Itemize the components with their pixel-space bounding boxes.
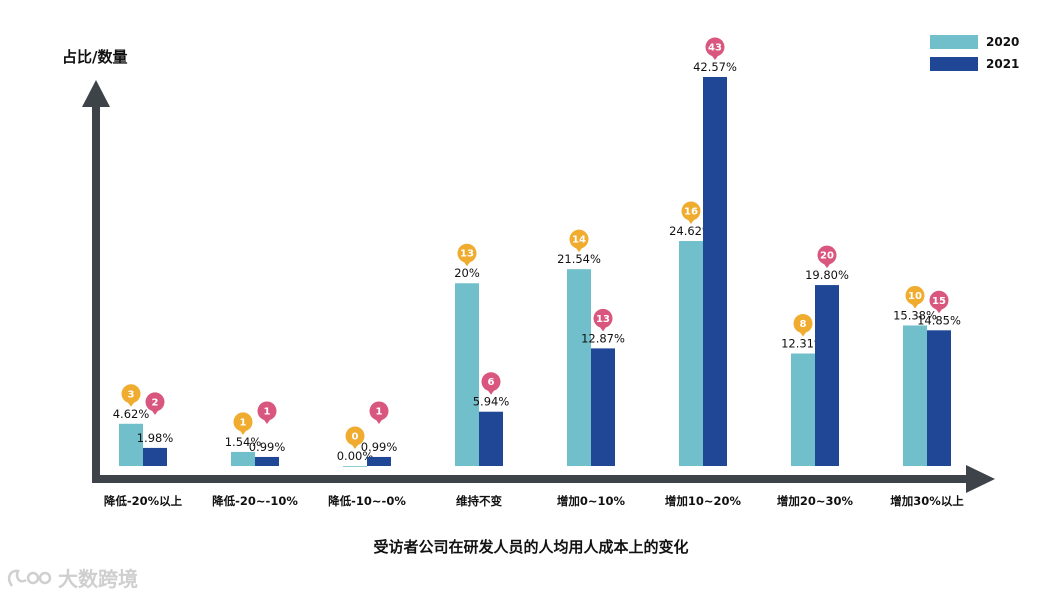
category-label: 增加20~30% — [777, 494, 854, 508]
category-label: 增加0~10% — [557, 494, 626, 508]
count-pin: 3 — [121, 384, 141, 407]
count-label: 3 — [128, 389, 135, 400]
count-pin: 13 — [593, 308, 613, 332]
data-label: 42.57% — [693, 60, 737, 74]
count-label: 6 — [488, 377, 495, 388]
count-label: 2 — [152, 397, 159, 408]
count-label: 43 — [708, 43, 722, 54]
count-pin: 6 — [481, 372, 501, 395]
category-label: 降低-10~-0% — [328, 494, 406, 508]
count-label: 10 — [908, 291, 922, 302]
bar-2021 — [479, 411, 503, 466]
bar-2021 — [927, 330, 951, 466]
bar-2021 — [143, 447, 167, 466]
chart-title: 受访者公司在研发人员的人均用人成本上的变化 — [373, 538, 688, 556]
data-label: 0.99% — [361, 440, 398, 454]
y-axis-arrow — [82, 80, 110, 107]
data-label: 21.54% — [557, 252, 601, 266]
count-pin: 0 — [345, 426, 365, 449]
count-label: 1 — [240, 417, 247, 428]
count-label: 15 — [932, 296, 946, 307]
data-label: 1.98% — [137, 431, 174, 445]
data-label: 24.62% — [669, 224, 713, 238]
data-label: 4.62% — [113, 407, 150, 421]
bar-2020 — [567, 269, 591, 466]
count-pin: 14 — [569, 229, 589, 253]
data-label: 15.38% — [893, 308, 937, 322]
y-axis-label: 占比/数量 — [62, 48, 127, 66]
bar-2020 — [231, 451, 255, 466]
data-label: 0.99% — [249, 440, 286, 454]
count-label: 1 — [376, 406, 383, 417]
bar-2020 — [455, 283, 479, 466]
count-label: 13 — [596, 314, 610, 325]
count-label: 1 — [264, 406, 271, 417]
bar-2020 — [343, 466, 367, 467]
count-pin: 8 — [793, 314, 813, 337]
category-labels: 降低-20%以上 降低-20~-10% 降低-10~-0% 维持不变 增加0~10% 增加… — [104, 494, 964, 508]
category-label: 降低-20~-10% — [212, 494, 298, 508]
count-label: 0 — [352, 432, 359, 443]
bar-2021 — [703, 77, 727, 466]
count-label: 13 — [460, 249, 474, 260]
data-label: 14.85% — [917, 313, 961, 327]
bar-2020 — [903, 325, 927, 466]
data-label: 5.94% — [473, 395, 510, 409]
data-label: 1.54% — [225, 435, 262, 449]
count-pin: 10 — [905, 285, 925, 309]
count-pin: 20 — [817, 245, 837, 269]
count-pin: 15 — [929, 290, 949, 314]
category-label: 降低-20%以上 — [104, 494, 183, 508]
count-pin: 1 — [369, 401, 389, 424]
watermark-logo-icon — [7, 569, 52, 587]
data-label: 19.80% — [805, 268, 849, 282]
y-axis-line — [92, 103, 100, 483]
legend-label-2020: 2020 — [986, 35, 1019, 49]
category-label: 增加10~20% — [665, 494, 742, 508]
legend-label-2021: 2021 — [986, 57, 1019, 71]
bar-2020 — [119, 423, 143, 466]
y-axis — [82, 80, 110, 483]
count-pin: 1 — [233, 412, 253, 435]
watermark-text: 大数跨境 — [58, 567, 138, 591]
legend-swatch-2021 — [930, 57, 978, 71]
bar-2021 — [815, 285, 839, 466]
x-axis-arrow — [966, 465, 995, 493]
bar-2021 — [255, 456, 279, 466]
count-pin: 2 — [145, 392, 165, 415]
data-label: 12.87% — [581, 331, 625, 345]
count-pin: 16 — [681, 201, 701, 225]
count-label: 20 — [820, 251, 834, 262]
data-label: 0.00% — [337, 449, 374, 463]
count-pin: 13 — [457, 243, 477, 267]
x-axis-line — [92, 475, 972, 483]
x-axis — [92, 465, 995, 493]
bar-2021 — [367, 456, 391, 466]
bar-2020 — [791, 353, 815, 466]
bar-2020 — [679, 241, 703, 466]
category-label: 增加30%以上 — [890, 494, 964, 508]
count-label: 8 — [800, 319, 807, 330]
data-label: 20% — [454, 266, 480, 280]
watermark: 大数跨境 — [7, 567, 138, 591]
count-pin: 43 — [705, 37, 725, 60]
legend-swatch-2020 — [930, 35, 978, 49]
count-label: 14 — [572, 235, 586, 246]
count-label: 16 — [684, 207, 698, 218]
bars-group: 4.62%31.98%21.54%10.99%10.00%00.99%120%1… — [113, 37, 961, 467]
category-label: 维持不变 — [456, 494, 502, 508]
data-label: 12.31% — [781, 337, 825, 351]
count-pin: 1 — [257, 401, 277, 424]
bar-2021 — [591, 348, 615, 466]
legend: 2020 2021 — [930, 35, 1019, 71]
